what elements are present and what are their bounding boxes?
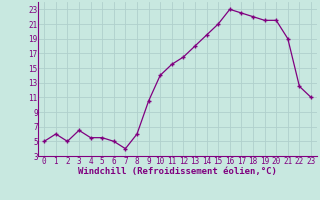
X-axis label: Windchill (Refroidissement éolien,°C): Windchill (Refroidissement éolien,°C) (78, 167, 277, 176)
